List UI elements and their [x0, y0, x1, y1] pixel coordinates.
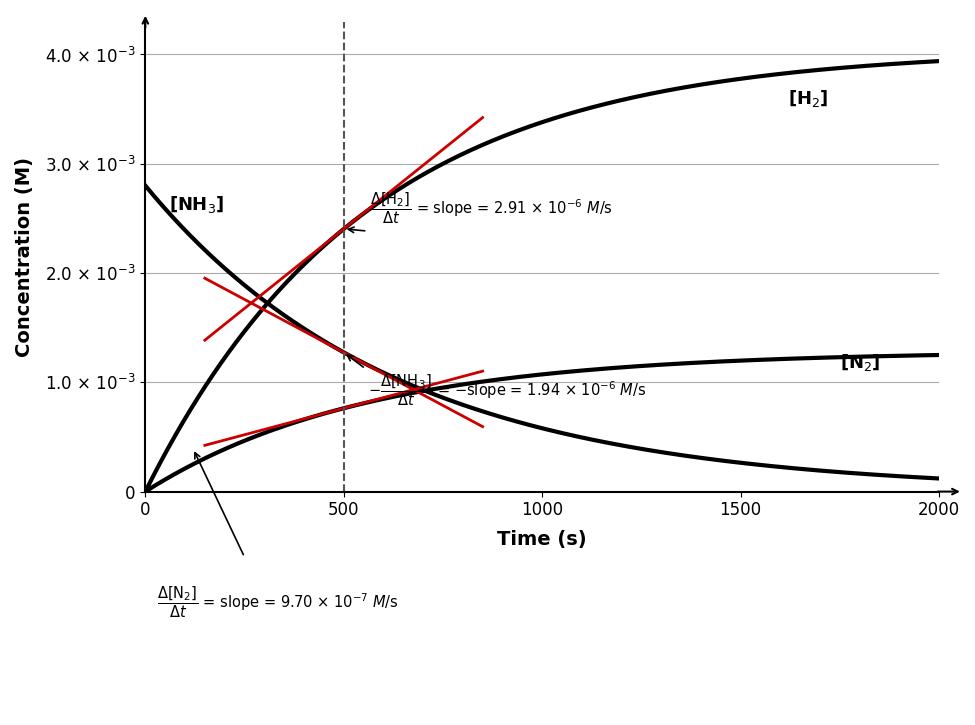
Y-axis label: Concentration (M): Concentration (M): [15, 157, 34, 357]
Text: [H$_2$]: [H$_2$]: [788, 88, 829, 109]
Text: $\dfrac{\Delta[\mathrm{H_2}]}{\Delta t}$ = slope = 2.91 × 10$^{-6}$ $M$/s: $\dfrac{\Delta[\mathrm{H_2}]}{\Delta t}$…: [370, 190, 612, 225]
X-axis label: Time (s): Time (s): [497, 531, 587, 550]
Text: [NH$_3$]: [NH$_3$]: [169, 194, 224, 215]
Text: $-\dfrac{\Delta[\mathrm{NH_3}]}{\Delta t}$ = $-$slope = 1.94 × 10$^{-6}$ $M$/s: $-\dfrac{\Delta[\mathrm{NH_3}]}{\Delta t…: [368, 372, 646, 407]
Text: [N$_2$]: [N$_2$]: [839, 352, 880, 373]
Text: $\dfrac{\Delta[\mathrm{N_2}]}{\Delta t}$ = slope = 9.70 × 10$^{-7}$ $M$/s: $\dfrac{\Delta[\mathrm{N_2}]}{\Delta t}$…: [157, 584, 399, 620]
